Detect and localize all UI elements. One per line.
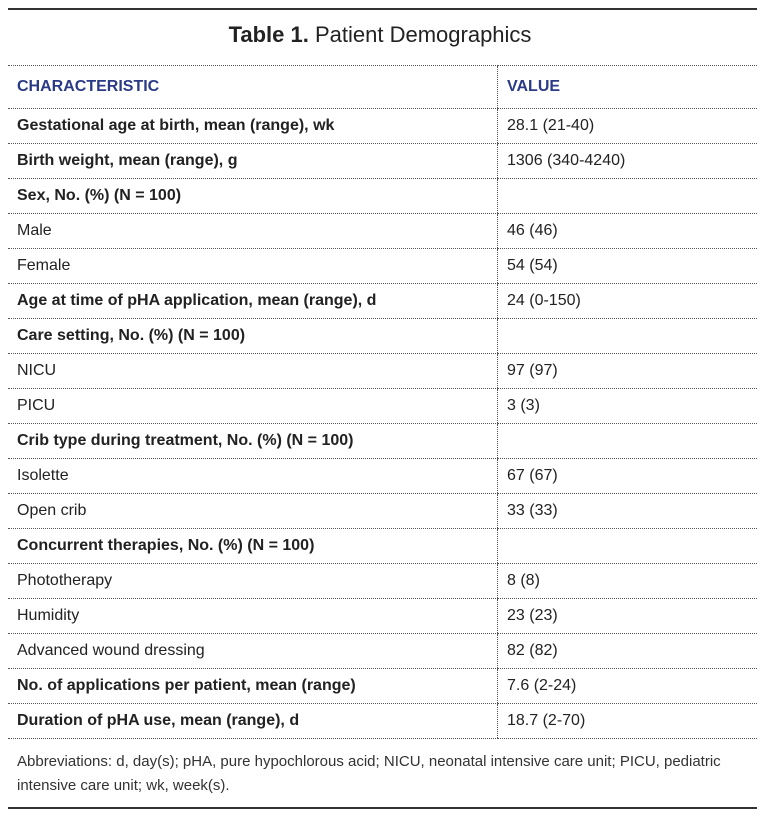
- top-rule: [8, 8, 757, 10]
- characteristic-cell: Advanced wound dressing: [8, 633, 498, 669]
- characteristic-cell: Gestational age at birth, mean (range), …: [8, 108, 498, 144]
- table-row: Birth weight, mean (range), g 1306 (340-4…: [8, 143, 757, 179]
- table-title: Table 1. Patient Demographics: [0, 22, 760, 48]
- table-caption: Patient Demographics: [314, 22, 532, 47]
- table-row: Concurrent therapies, No. (%) (N = 100): [8, 528, 757, 564]
- value-cell: 82 (82): [497, 633, 757, 669]
- table-row: PICU 3 (3): [8, 388, 757, 424]
- characteristic-cell: Female: [8, 248, 498, 284]
- table-row: Gestational age at birth, mean (range), …: [8, 108, 757, 144]
- characteristic-cell: Open crib: [8, 493, 498, 529]
- value-cell: 67 (67): [497, 458, 757, 494]
- characteristic-cell: Isolette: [8, 458, 498, 494]
- value-cell: 8 (8): [497, 563, 757, 599]
- table-row: Age at time of pHA application, mean (ra…: [8, 283, 757, 319]
- value-cell: [497, 528, 757, 564]
- table-row: Duration of pHA use, mean (range), d 18.7…: [8, 703, 757, 739]
- value-cell: 33 (33): [497, 493, 757, 529]
- table-row: Phototherapy 8 (8): [8, 563, 757, 599]
- value-cell: 1306 (340-4240): [497, 143, 757, 179]
- value-cell: 97 (97): [497, 353, 757, 389]
- value-cell: 18.7 (2-70): [497, 703, 757, 739]
- demographics-table: CHARACTERISTIC VALUE Gestational age at …: [8, 65, 757, 739]
- value-cell: 7.6 (2-24): [497, 668, 757, 704]
- value-cell: 28.1 (21-40): [497, 108, 757, 144]
- bottom-rule: [8, 807, 757, 809]
- table-label: Table 1.: [228, 22, 309, 47]
- characteristic-cell: Crib type during treatment, No. (%) (N =…: [8, 423, 498, 459]
- table-row: Care setting, No. (%) (N = 100): [8, 318, 757, 354]
- characteristic-cell: NICU: [8, 353, 498, 389]
- header-row: CHARACTERISTIC VALUE: [8, 65, 757, 109]
- characteristic-cell: Concurrent therapies, No. (%) (N = 100): [8, 528, 498, 564]
- table-row: Crib type during treatment, No. (%) (N =…: [8, 423, 757, 459]
- value-cell: [497, 318, 757, 354]
- table-row: NICU 97 (97): [8, 353, 757, 389]
- table-row: Humidity 23 (23): [8, 598, 757, 634]
- characteristic-cell: No. of applications per patient, mean (r…: [8, 668, 498, 704]
- value-cell: 3 (3): [497, 388, 757, 424]
- footnote: Abbreviations: d, day(s); pHA, pure hypo…: [17, 753, 721, 794]
- value-cell: 23 (23): [497, 598, 757, 634]
- column-header-characteristic: CHARACTERISTIC: [8, 65, 498, 109]
- characteristic-cell: Sex, No. (%) (N = 100): [8, 178, 498, 214]
- column-header-value: VALUE: [497, 65, 757, 109]
- table-row: Advanced wound dressing 82 (82): [8, 633, 757, 669]
- characteristic-cell: Care setting, No. (%) (N = 100): [8, 318, 498, 354]
- characteristic-cell: Duration of pHA use, mean (range), d: [8, 703, 498, 739]
- table-row: No. of applications per patient, mean (r…: [8, 668, 757, 704]
- table-row: Male 46 (46): [8, 213, 757, 249]
- characteristic-cell: PICU: [8, 388, 498, 424]
- characteristic-cell: Male: [8, 213, 498, 249]
- value-cell: 46 (46): [497, 213, 757, 249]
- characteristic-cell: Phototherapy: [8, 563, 498, 599]
- characteristic-cell: Age at time of pHA application, mean (ra…: [8, 283, 498, 319]
- characteristic-cell: Humidity: [8, 598, 498, 634]
- table-row: Isolette 67 (67): [8, 458, 757, 494]
- table-row: Female 54 (54): [8, 248, 757, 284]
- value-cell: 24 (0-150): [497, 283, 757, 319]
- value-cell: 54 (54): [497, 248, 757, 284]
- characteristic-cell: Birth weight, mean (range), g: [8, 143, 498, 179]
- value-cell: [497, 178, 757, 214]
- table-row: Sex, No. (%) (N = 100): [8, 178, 757, 214]
- table-row: Open crib 33 (33): [8, 493, 757, 529]
- value-cell: [497, 423, 757, 459]
